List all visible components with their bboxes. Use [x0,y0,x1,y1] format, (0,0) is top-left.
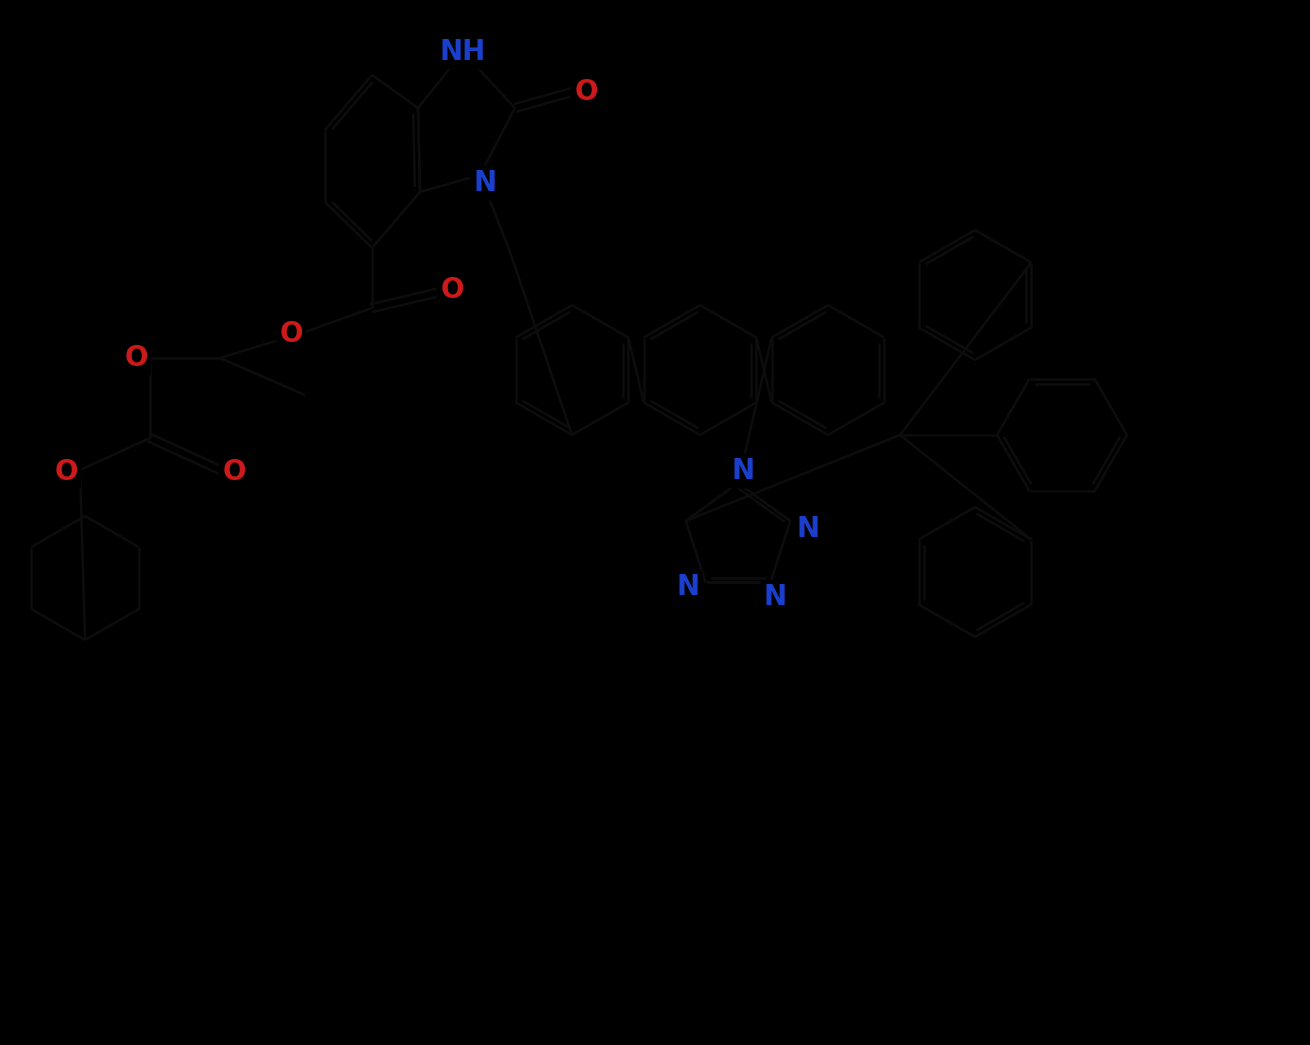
Text: O: O [574,78,597,106]
Text: N: N [676,574,700,602]
Text: NH: NH [440,38,486,66]
Text: O: O [124,344,148,372]
Text: N: N [731,457,755,485]
Text: O: O [54,458,77,486]
Text: N: N [473,169,496,198]
Text: O: O [279,320,303,348]
Text: N: N [764,583,787,611]
Text: O: O [440,276,464,304]
Text: N: N [796,515,820,543]
Text: O: O [223,458,246,486]
